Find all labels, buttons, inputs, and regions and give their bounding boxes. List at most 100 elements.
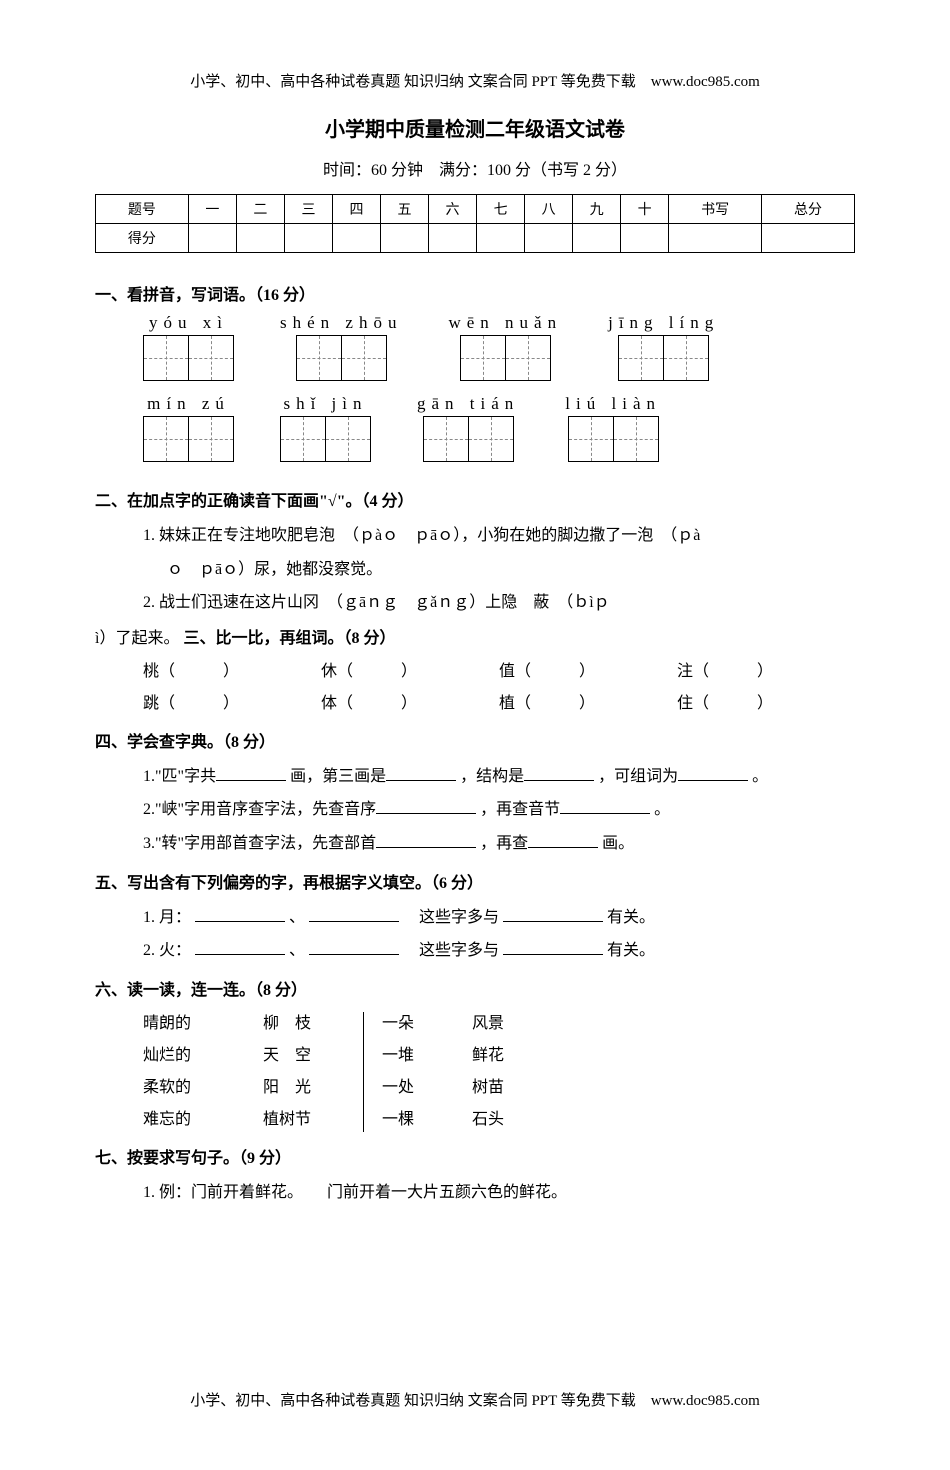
item[interactable]: 一棵	[382, 1104, 472, 1136]
cell[interactable]	[429, 224, 477, 253]
t: 1. 月：	[143, 909, 191, 926]
t: 2."峡"字用音序查字法，先查音序	[143, 801, 376, 818]
answer-boxes[interactable]	[143, 416, 234, 462]
blank[interactable]	[528, 831, 598, 848]
item[interactable]: 鲜花	[472, 1040, 552, 1072]
blank[interactable]	[678, 764, 748, 781]
item[interactable]: 天 空	[263, 1040, 353, 1072]
match-col-a: 晴朗的 灿烂的 柔软的 难忘的	[143, 1008, 263, 1136]
answer-boxes[interactable]	[568, 416, 659, 462]
row-label: 题号	[96, 195, 189, 224]
answer-boxes[interactable]	[280, 416, 371, 462]
item[interactable]: 一朵	[382, 1008, 472, 1040]
cell[interactable]	[236, 224, 284, 253]
item[interactable]: 一处	[382, 1072, 472, 1104]
t: 2. 火：	[143, 942, 191, 959]
blank[interactable]	[309, 905, 399, 922]
answer-boxes[interactable]	[618, 335, 709, 381]
cell[interactable]	[188, 224, 236, 253]
cell[interactable]	[525, 224, 573, 253]
item[interactable]: 树苗	[472, 1072, 552, 1104]
item[interactable]: 灿烂的	[143, 1040, 263, 1072]
pinyin-group: mín zú	[143, 394, 234, 467]
blank[interactable]	[386, 764, 456, 781]
t: 1."匹"字共	[143, 768, 216, 785]
t: ，结构是	[460, 768, 524, 785]
blank[interactable]	[376, 831, 476, 848]
s3-pre: ì）了起来。	[95, 630, 179, 647]
cell[interactable]	[284, 224, 332, 253]
pair[interactable]: 跳（ ）	[143, 688, 321, 720]
col: 八	[525, 195, 573, 224]
item[interactable]: 风景	[472, 1008, 552, 1040]
score-header-row: 题号 一 二 三 四 五 六 七 八 九 十 书写 总分	[96, 195, 855, 224]
blank[interactable]	[503, 938, 603, 955]
t: 、	[289, 942, 305, 959]
t: ，再查音节	[480, 801, 560, 818]
pair[interactable]: 值（ ）	[499, 656, 677, 688]
item[interactable]: 难忘的	[143, 1104, 263, 1136]
cell[interactable]	[380, 224, 428, 253]
blank[interactable]	[524, 764, 594, 781]
t: 3."转"字用部首查字法，先查部首	[143, 835, 376, 852]
score-value-row: 得分	[96, 224, 855, 253]
cell[interactable]	[669, 224, 762, 253]
section-6-title: 六、读一读，连一连。（8 分）	[95, 976, 855, 1000]
item[interactable]: 植树节	[263, 1104, 353, 1136]
item[interactable]: 阳 光	[263, 1072, 353, 1104]
item[interactable]: 柔软的	[143, 1072, 263, 1104]
t: 、	[289, 909, 305, 926]
blank[interactable]	[376, 797, 476, 814]
answer-boxes[interactable]	[296, 335, 387, 381]
pinyin-label: wēn nuǎn	[448, 313, 562, 333]
s5-q1: 1. 月： 、 这些字多与 有关。	[95, 901, 855, 935]
cell[interactable]	[573, 224, 621, 253]
item[interactable]: 石头	[472, 1104, 552, 1136]
pinyin-row-1: yóu xì shén zhōu wēn nuǎn jīng líng	[143, 313, 855, 386]
pair[interactable]: 桃（ ）	[143, 656, 321, 688]
pair[interactable]: 植（ ）	[499, 688, 677, 720]
s4-q3: 3."转"字用部首查字法，先查部首 ，再查 画。	[95, 827, 855, 861]
blank[interactable]	[560, 797, 650, 814]
match-grid: 晴朗的 灿烂的 柔软的 难忘的 柳 枝 天 空 阳 光 植树节 一朵 一堆 一处…	[95, 1008, 855, 1136]
col: 一	[188, 195, 236, 224]
cell[interactable]	[477, 224, 525, 253]
item[interactable]: 一堆	[382, 1040, 472, 1072]
col: 四	[332, 195, 380, 224]
col: 五	[380, 195, 428, 224]
blank[interactable]	[503, 905, 603, 922]
row-label: 得分	[96, 224, 189, 253]
blank[interactable]	[216, 764, 286, 781]
answer-boxes[interactable]	[423, 416, 514, 462]
pair[interactable]: 休（ ）	[321, 656, 499, 688]
col: 总分	[762, 195, 855, 224]
s2-q2: 2. 战士们迅速在这片山冈 （ｇāｎｇ ｇǎｎｇ）上隐 蔽 （ｂìｐ	[95, 586, 855, 620]
cell[interactable]	[621, 224, 669, 253]
pinyin-label: yóu xì	[143, 313, 234, 333]
blank[interactable]	[309, 938, 399, 955]
col: 三	[284, 195, 332, 224]
answer-boxes[interactable]	[143, 335, 234, 381]
pinyin-label: gān tián	[417, 394, 519, 414]
pair[interactable]: 住（ ）	[677, 688, 855, 720]
s5-q2: 2. 火： 、 这些字多与 有关。	[95, 934, 855, 968]
exam-title: 小学期中质量检测二年级语文试卷	[95, 113, 855, 142]
cell[interactable]	[332, 224, 380, 253]
blank[interactable]	[195, 905, 285, 922]
item[interactable]: 柳 枝	[263, 1008, 353, 1040]
answer-boxes[interactable]	[460, 335, 551, 381]
t: 画，第三画是	[290, 768, 386, 785]
section-1-title: 一、看拼音，写词语。（16 分）	[95, 281, 855, 305]
t: 这些字多与	[419, 942, 499, 959]
item[interactable]: 晴朗的	[143, 1008, 263, 1040]
pair[interactable]: 注（ ）	[677, 656, 855, 688]
s4-q2: 2."峡"字用音序查字法，先查音序 ，再查音节 。	[95, 793, 855, 827]
t: 有关。	[607, 909, 655, 926]
pinyin-group: wēn nuǎn	[448, 313, 562, 386]
section-5-title: 五、写出含有下列偏旁的字，再根据字义填空。（6 分）	[95, 869, 855, 893]
footer-note: 小学、初中、高中各种试卷真题 知识归纳 文案合同 PPT 等免费下载 www.d…	[95, 1389, 855, 1410]
pair[interactable]: 体（ ）	[321, 688, 499, 720]
pinyin-row-2: mín zú shǐ jìn gān tián liú liàn	[143, 394, 855, 467]
blank[interactable]	[195, 938, 285, 955]
cell[interactable]	[762, 224, 855, 253]
